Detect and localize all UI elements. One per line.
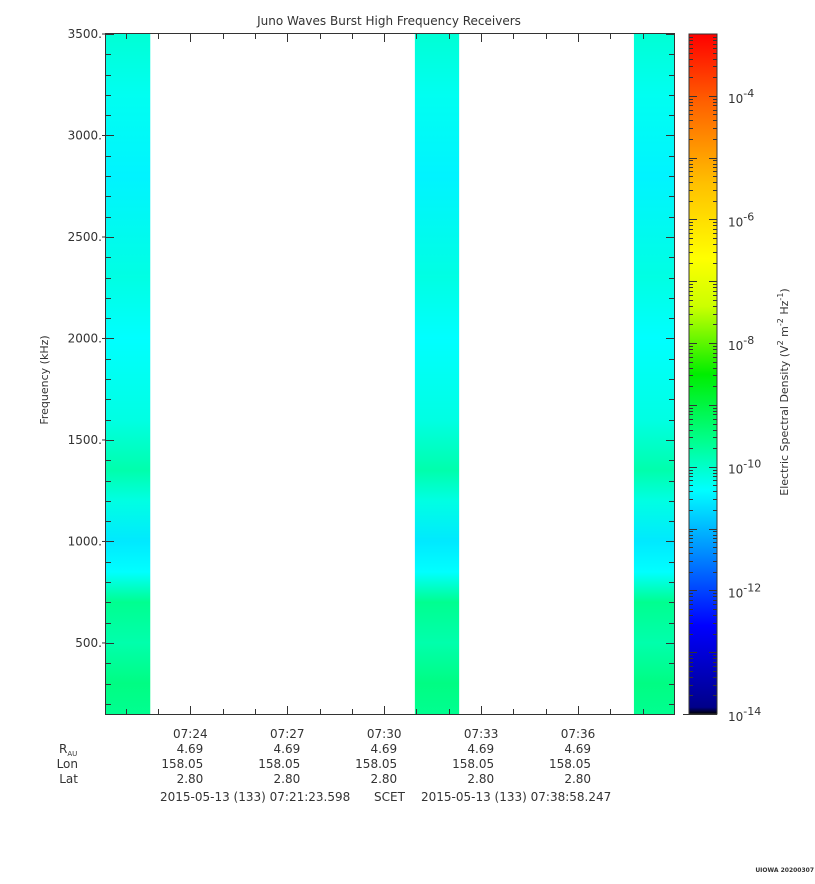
ephemeris-value: 158.05 [452,757,494,771]
x-tick-label: 07:30 [367,727,402,741]
ephemeris-value: 2.80 [467,772,494,786]
ephemeris-row-label: Lat [59,772,78,786]
ephemeris-row-label: RAU [59,742,77,758]
ephemeris-value: 158.05 [355,757,397,771]
data-block [633,34,674,714]
ephemeris-value: 158.05 [258,757,300,771]
colorbar-axis: 10-4 10-6 10-8 10-10 10-12 10-14 [683,37,761,724]
data-block [414,34,460,714]
x-tick-label: 07:36 [561,727,596,741]
ephemeris-table: RAU 4.69 4.69 4.69 4.69 4.69 Lon 158.05 158.05 15… [57,742,591,786]
y-tick-label: 500. [75,636,102,650]
x-tick-label: 07:27 [270,727,305,741]
ephemeris-value: 4.69 [467,742,494,756]
creation-stamp: UIOWA 20200307 [755,867,814,874]
colorbar-tick-label: 10-8 [728,334,754,353]
y-tick-label: 3500. [68,27,102,41]
time-range-end: 2015-05-13 (133) 07:38:58.247 [421,790,611,804]
colorbar-tick-label: 10-4 [728,87,754,106]
y-axis: 3500. 3000. 2500. 2000. 1500. 1000. 500. [68,27,674,705]
ephemeris-value: 4.69 [564,742,591,756]
plot-frame [105,33,675,715]
y-tick-label: 2500. [68,230,102,244]
y-tick-label: 3000. [68,128,102,142]
time-range-start: 2015-05-13 (133) 07:21:23.598 [160,790,350,804]
colorbar-title: Electric Spectral Density (V2 m-2 Hz-1) [776,288,791,495]
time-range-label: SCET [374,790,406,804]
data-block [106,34,151,714]
colorbar [688,33,718,715]
colorbar-tick-label: 10-12 [728,581,761,600]
ephemeris-value: 2.80 [370,772,397,786]
plot-data-blocks [106,34,674,714]
y-tick-label: 2000. [68,331,102,345]
x-tick-label: 07:33 [464,727,499,741]
colorbar-tick-label: 10-14 [728,705,761,724]
ephemeris-value: 2.80 [274,772,301,786]
ephemeris-value: 4.69 [370,742,397,756]
colorbar-tick-label: 10-10 [728,458,761,477]
ephemeris-value: 158.05 [161,757,203,771]
chart-title: Juno Waves Burst High Frequency Receiver… [256,14,521,28]
y-axis-title: Frequency (kHz) [38,335,51,424]
y-tick-label: 1000. [68,534,102,548]
ephemeris-value: 2.80 [564,772,591,786]
ephemeris-value: 4.69 [177,742,204,756]
ephemeris-row-label: Lon [57,757,78,771]
colorbar-tick-label: 10-6 [728,210,754,229]
x-tick-label: 07:24 [173,727,208,741]
ephemeris-value: 158.05 [549,757,591,771]
y-tick-label: 1500. [68,433,102,447]
ephemeris-value: 4.69 [274,742,301,756]
x-axis: 07:24 07:27 07:30 07:33 07:36 [126,34,644,741]
ephemeris-value: 2.80 [177,772,204,786]
